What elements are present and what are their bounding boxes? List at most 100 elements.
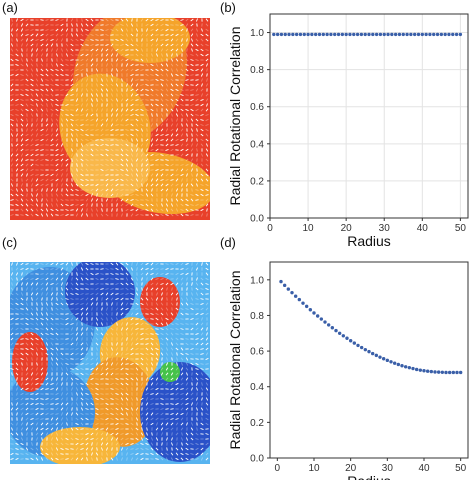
y-tick-label: 0.6 bbox=[250, 102, 264, 113]
panel-label-c: (c) bbox=[2, 235, 18, 250]
data-point-d-22 bbox=[356, 343, 360, 348]
x-tick-label: 30 bbox=[382, 463, 394, 474]
data-point-b-18 bbox=[336, 32, 341, 37]
data-point-b-24 bbox=[359, 32, 364, 37]
y-tick-label: 0.8 bbox=[250, 311, 264, 322]
data-point-b-28 bbox=[374, 32, 379, 37]
y-tick-label: 1.0 bbox=[250, 275, 264, 286]
data-point-b-26 bbox=[367, 32, 371, 37]
data-point-b-30 bbox=[382, 32, 386, 37]
data-point-b-23 bbox=[355, 32, 360, 37]
data-point-b-33 bbox=[393, 32, 398, 37]
data-point-d-20 bbox=[348, 339, 353, 343]
data-point-d-7 bbox=[301, 301, 305, 305]
data-point-b-37 bbox=[409, 32, 413, 37]
data-point-b-9 bbox=[302, 32, 306, 37]
data-point-b-29 bbox=[378, 32, 383, 37]
orientation-arrows bbox=[10, 262, 209, 461]
data-point-b-35 bbox=[401, 32, 405, 37]
y-tick-label: 1.0 bbox=[250, 28, 264, 39]
y-tick-label: 0.6 bbox=[250, 347, 264, 358]
y-tick-label: 0.0 bbox=[250, 454, 264, 465]
data-point-d-5 bbox=[293, 294, 298, 298]
data-point-b-39 bbox=[416, 32, 421, 37]
data-point-b-13 bbox=[317, 32, 322, 37]
data-point-d-18 bbox=[341, 334, 346, 338]
data-point-d-47 bbox=[447, 370, 452, 375]
data-point-d-8 bbox=[304, 304, 309, 309]
data-point-d-30 bbox=[385, 358, 390, 363]
data-point-d-3 bbox=[286, 287, 291, 291]
data-point-d-40 bbox=[422, 368, 426, 373]
data-point-b-4 bbox=[283, 32, 287, 37]
data-point-b-12 bbox=[313, 32, 318, 37]
data-point-b-44 bbox=[435, 32, 440, 37]
y-tick-label: 0.4 bbox=[250, 382, 264, 393]
data-point-b-42 bbox=[428, 32, 432, 37]
x-tick-label: 40 bbox=[417, 223, 429, 234]
y-tick-label: 0.2 bbox=[250, 418, 264, 429]
data-point-d-16 bbox=[334, 328, 338, 333]
x-tick-label: 10 bbox=[308, 463, 320, 474]
data-point-d-29 bbox=[381, 357, 386, 361]
data-point-b-7 bbox=[294, 32, 299, 37]
data-point-d-25 bbox=[367, 349, 371, 354]
data-point-d-37 bbox=[411, 366, 415, 371]
data-point-b-22 bbox=[352, 32, 356, 37]
panel-label-a: (a) bbox=[2, 0, 18, 15]
data-point-d-50 bbox=[458, 370, 463, 375]
data-point-d-13 bbox=[323, 320, 327, 324]
data-point-b-36 bbox=[405, 32, 409, 37]
data-point-d-27 bbox=[374, 353, 379, 358]
data-point-b-3 bbox=[279, 32, 284, 37]
orientation-field-a bbox=[10, 18, 210, 220]
data-point-b-31 bbox=[386, 32, 390, 37]
data-point-b-49 bbox=[454, 32, 459, 37]
data-point-d-33 bbox=[396, 362, 401, 367]
y-tick-label: 0.2 bbox=[250, 176, 264, 187]
data-point-b-16 bbox=[329, 32, 333, 37]
data-point-d-14 bbox=[326, 323, 331, 327]
data-point-d-12 bbox=[319, 317, 324, 321]
data-point-d-17 bbox=[337, 331, 342, 335]
correlation-chart-d: 0 10 20 30 40 50 0.0 0.2 0.4 0.6 0.8 1.0 Radius Radia… bbox=[227, 261, 469, 480]
data-point-d-32 bbox=[392, 361, 397, 365]
data-point-b-41 bbox=[424, 32, 428, 37]
data-point-d-23 bbox=[359, 345, 364, 350]
data-point-d-34 bbox=[400, 364, 404, 368]
data-point-b-10 bbox=[306, 32, 310, 37]
x-tick-label: 10 bbox=[303, 223, 315, 234]
orientation-field-c bbox=[10, 262, 210, 464]
data-point-d-31 bbox=[389, 360, 393, 364]
x-tick-label: 50 bbox=[455, 223, 467, 234]
data-point-b-47 bbox=[447, 32, 451, 37]
y-tick-label: 0.0 bbox=[250, 214, 264, 225]
data-point-d-15 bbox=[330, 326, 335, 330]
data-point-d-45 bbox=[440, 370, 445, 374]
data-point-d-42 bbox=[429, 369, 434, 374]
panel-label-b: (b) bbox=[220, 0, 236, 15]
data-point-b-40 bbox=[420, 32, 425, 37]
data-point-b-17 bbox=[333, 32, 337, 37]
data-point-b-2 bbox=[275, 32, 280, 37]
data-point-d-35 bbox=[403, 365, 408, 369]
data-point-b-20 bbox=[344, 32, 348, 37]
data-point-b-32 bbox=[390, 32, 394, 37]
data-point-d-43 bbox=[433, 370, 437, 374]
y-axis-label: Radial Rotational Correlation bbox=[227, 27, 243, 206]
panel-label-d: (d) bbox=[220, 235, 236, 250]
data-point-b-27 bbox=[371, 32, 375, 37]
plot-frame bbox=[269, 261, 469, 459]
y-tick-label: 0.8 bbox=[250, 65, 264, 76]
x-axis-label: Radius bbox=[347, 473, 391, 480]
data-point-b-19 bbox=[340, 32, 345, 37]
data-point-d-36 bbox=[407, 365, 412, 370]
data-point-b-45 bbox=[439, 32, 444, 37]
data-point-b-43 bbox=[432, 32, 436, 37]
data-point-d-2 bbox=[282, 283, 287, 288]
data-point-b-34 bbox=[397, 32, 402, 37]
data-point-b-48 bbox=[451, 32, 455, 37]
data-point-b-1 bbox=[272, 32, 276, 37]
x-tick-label: 0 bbox=[275, 463, 281, 474]
data-point-d-21 bbox=[352, 341, 357, 345]
